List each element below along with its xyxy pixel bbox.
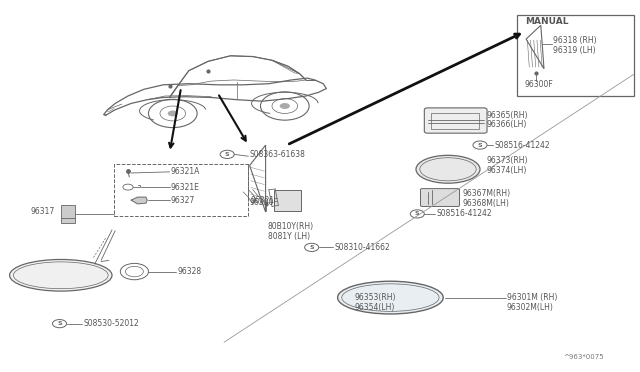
Text: S08516-41242: S08516-41242 bbox=[436, 209, 492, 218]
Text: 96353(RH): 96353(RH) bbox=[355, 293, 396, 302]
Bar bbox=[274, 190, 301, 211]
Text: 96365(RH): 96365(RH) bbox=[486, 111, 528, 120]
Text: S08516-41242: S08516-41242 bbox=[494, 141, 550, 150]
Text: 96319 (LH): 96319 (LH) bbox=[553, 46, 596, 55]
Text: 96318 (RH): 96318 (RH) bbox=[553, 36, 596, 45]
Text: 96300F: 96300F bbox=[525, 80, 554, 89]
Text: 96354(LH): 96354(LH) bbox=[355, 303, 395, 312]
Text: 96374(LH): 96374(LH) bbox=[486, 166, 527, 175]
Text: S08363-61638: S08363-61638 bbox=[250, 150, 305, 159]
Text: S: S bbox=[309, 245, 314, 250]
Text: 96302M(LH): 96302M(LH) bbox=[507, 303, 554, 312]
Text: S08310-41662: S08310-41662 bbox=[334, 243, 390, 252]
Text: 96368M(LH): 96368M(LH) bbox=[462, 199, 509, 208]
Text: MANUAL: MANUAL bbox=[525, 17, 568, 26]
Bar bbox=[61, 205, 75, 223]
Text: 96328: 96328 bbox=[178, 267, 202, 276]
Ellipse shape bbox=[416, 155, 480, 183]
Circle shape bbox=[280, 103, 290, 109]
Text: 96321A: 96321A bbox=[171, 167, 200, 176]
Text: 80B10Y(RH): 80B10Y(RH) bbox=[268, 222, 314, 231]
Text: S: S bbox=[225, 152, 230, 157]
Text: 96327: 96327 bbox=[171, 196, 195, 205]
Text: 96373(RH): 96373(RH) bbox=[486, 156, 528, 165]
FancyBboxPatch shape bbox=[424, 108, 487, 133]
Text: S08530-52012: S08530-52012 bbox=[83, 319, 139, 328]
Text: S: S bbox=[57, 321, 62, 326]
Text: 96366(LH): 96366(LH) bbox=[486, 121, 527, 129]
FancyBboxPatch shape bbox=[420, 189, 460, 206]
Bar bbox=[517, 15, 634, 96]
Text: 96317: 96317 bbox=[31, 207, 55, 216]
Polygon shape bbox=[131, 197, 147, 204]
Text: 96300F: 96300F bbox=[250, 198, 278, 207]
Text: 96321: 96321 bbox=[251, 196, 275, 205]
Text: S: S bbox=[477, 142, 483, 148]
Bar bbox=[114, 164, 248, 216]
Text: 96367M(RH): 96367M(RH) bbox=[462, 189, 510, 198]
Text: S: S bbox=[415, 211, 420, 217]
Text: ^963*0075: ^963*0075 bbox=[563, 354, 604, 360]
Ellipse shape bbox=[338, 281, 444, 314]
Text: 8081Y (LH): 8081Y (LH) bbox=[268, 232, 310, 241]
Text: 96321E: 96321E bbox=[171, 183, 200, 192]
Text: 96301M (RH): 96301M (RH) bbox=[507, 293, 557, 302]
Ellipse shape bbox=[10, 260, 112, 291]
Bar bbox=[431, 113, 479, 129]
Circle shape bbox=[168, 110, 178, 116]
